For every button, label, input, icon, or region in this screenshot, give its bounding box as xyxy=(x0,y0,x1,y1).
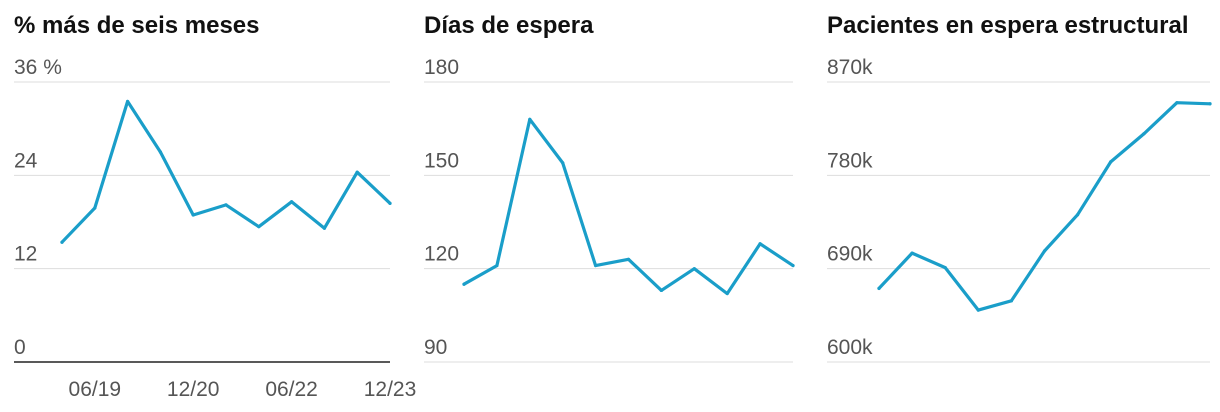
data-point xyxy=(976,308,980,312)
y-tick-label: 180 xyxy=(424,56,459,79)
data-point xyxy=(877,286,881,290)
y-tick-label: 90 xyxy=(424,336,447,359)
data-point xyxy=(910,251,914,255)
data-point xyxy=(462,282,466,286)
data-point xyxy=(322,226,326,230)
data-point xyxy=(659,288,663,293)
data-point xyxy=(692,267,696,271)
data-point xyxy=(495,263,499,268)
series-line xyxy=(60,99,392,244)
data-point xyxy=(191,213,195,217)
x-tick-label: 12/23 xyxy=(364,378,417,401)
data-point xyxy=(60,240,64,244)
chart-panel-structural-waiting-patients: Pacientes en espera estructural 600k 690k… xyxy=(827,0,1212,412)
y-tick-label: 12 xyxy=(14,243,37,266)
series-line xyxy=(462,117,795,296)
y-tick-label: 870k xyxy=(827,56,873,79)
data-point xyxy=(388,201,392,205)
chart-title: % más de seis meses xyxy=(14,12,260,39)
y-tick-label: 0 xyxy=(14,336,26,359)
y-tick-label: 24 xyxy=(14,149,38,172)
series-line xyxy=(877,101,1212,312)
chart-title: Pacientes en espera estructural xyxy=(827,12,1189,39)
data-point xyxy=(758,242,762,246)
data-point xyxy=(943,266,947,270)
chart-title: Días de espera xyxy=(424,12,594,39)
x-tick-label: 12/20 xyxy=(167,378,220,401)
data-point xyxy=(158,150,162,154)
chart-panel-waiting-days: Días de espera 90 120 150 180 xyxy=(424,0,802,412)
data-point xyxy=(355,170,359,174)
data-point xyxy=(791,263,795,268)
data-point xyxy=(1208,102,1212,106)
data-point xyxy=(626,257,631,261)
data-point xyxy=(561,161,565,165)
data-point xyxy=(1109,160,1113,164)
data-point xyxy=(1009,299,1013,303)
y-tick-label: 120 xyxy=(424,243,459,266)
line-chart: 600k 690k 780k 870k xyxy=(827,56,1212,363)
data-point xyxy=(725,291,729,296)
y-tick-label: 600k xyxy=(827,336,873,359)
x-tick-label: 06/22 xyxy=(265,378,318,401)
y-tick-label: 150 xyxy=(424,149,459,172)
data-point xyxy=(594,263,598,268)
data-point xyxy=(126,99,130,104)
y-tick-label: 780k xyxy=(827,149,873,172)
y-tick-label: 690k xyxy=(827,243,873,266)
y-tick-label: 36 % xyxy=(14,56,62,79)
chart-panel-pct-over-six-months: % más de seis meses 0 12 24 36 % 06/19 12/20 0… xyxy=(14,0,416,412)
data-point xyxy=(1175,101,1179,105)
data-point xyxy=(1142,132,1146,136)
line-chart: 90 120 150 180 xyxy=(424,56,795,363)
line-chart: 0 12 24 36 % 06/19 12/20 06/22 12/23 xyxy=(14,56,416,401)
data-point xyxy=(528,117,532,121)
data-point xyxy=(93,206,97,210)
data-point xyxy=(224,203,228,207)
data-point xyxy=(257,225,261,229)
data-point xyxy=(290,200,294,204)
data-point xyxy=(1042,249,1047,253)
data-point xyxy=(1076,213,1080,217)
x-tick-label: 06/19 xyxy=(69,378,122,401)
